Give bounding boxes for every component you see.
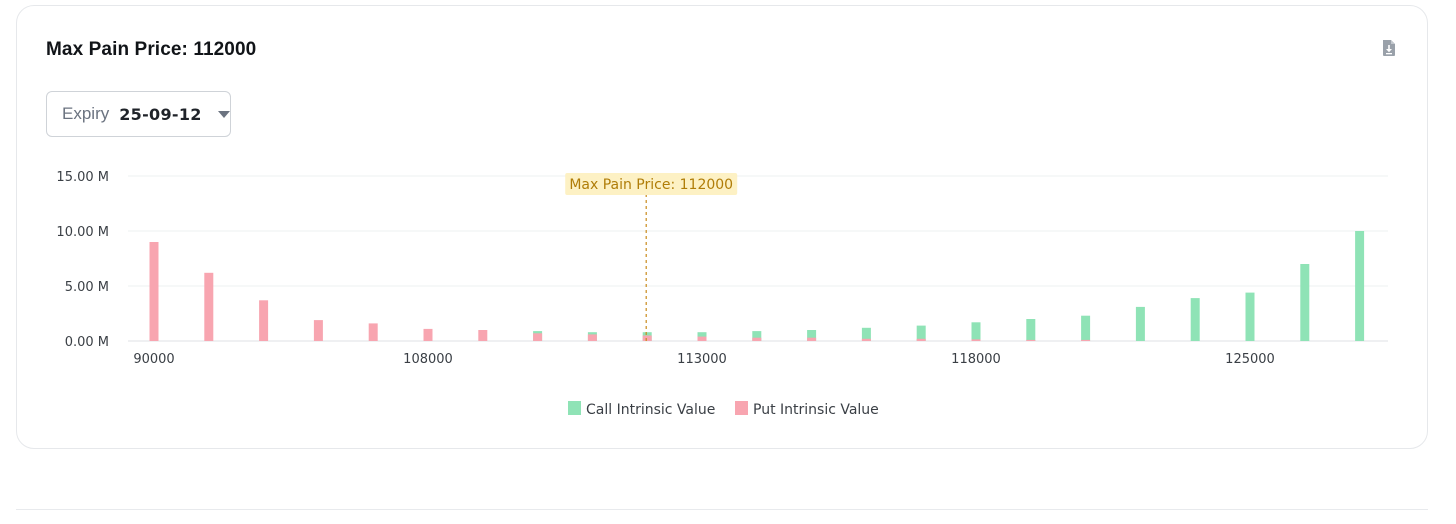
x-tick-label: 90000 <box>133 352 174 367</box>
max-pain-label-box <box>565 173 738 195</box>
put-bar <box>1026 339 1036 341</box>
put-bar <box>423 328 433 341</box>
put-bar <box>478 330 488 341</box>
put-bar <box>533 333 543 341</box>
put-bar <box>313 320 323 341</box>
call-bar <box>1245 292 1255 341</box>
put-bar <box>642 335 652 341</box>
put-bar <box>971 339 981 341</box>
call-bar <box>971 322 981 341</box>
call-bar <box>1081 315 1091 341</box>
download-file-icon[interactable] <box>1381 39 1397 57</box>
y-tick-label: 5.00 M <box>65 280 109 295</box>
put-bar <box>259 300 269 341</box>
legend-put-label: Put Intrinsic Value <box>753 402 879 418</box>
legend-call-swatch <box>568 401 581 415</box>
put-bar <box>587 334 597 341</box>
page-title: Max Pain Price: 112000 <box>46 39 257 60</box>
max-pain-chart: 0.00 M 5.00 M 10.00 M 15.00 M 90000 108000 113… <box>56 170 1388 418</box>
max-pain-label: Max Pain Price: 112000 <box>569 177 733 193</box>
x-tick-label: 108000 <box>403 352 453 367</box>
legend-call-label: Call Intrinsic Value <box>586 402 715 418</box>
call-bar <box>1355 231 1365 341</box>
legend-put-swatch <box>735 401 748 415</box>
call-bar <box>861 327 871 341</box>
put-bar <box>861 338 871 341</box>
y-tick-label: 10.00 M <box>56 225 109 240</box>
max-pain-card: Max Pain Price: 112000 Expiry 25-09-12 <box>16 5 1428 449</box>
expiry-label: Expiry <box>62 104 110 123</box>
call-bar <box>807 330 817 341</box>
call-bar <box>1135 306 1145 341</box>
call-bar <box>1190 298 1200 341</box>
call-bar <box>916 325 926 341</box>
put-bar <box>807 337 817 341</box>
put-bar <box>752 337 762 341</box>
caret-down-icon <box>217 110 230 118</box>
call-bar <box>1026 319 1036 341</box>
put-bar <box>149 242 159 341</box>
put-bar <box>1081 339 1091 341</box>
x-tick-label: 125000 <box>1225 352 1275 367</box>
x-tick-label: 113000 <box>677 352 727 367</box>
expiry-select[interactable]: Expiry 25-09-12 <box>46 91 231 137</box>
put-bar <box>368 323 378 341</box>
put-bar <box>916 338 926 341</box>
put-bar <box>204 272 214 341</box>
x-tick-label: 118000 <box>951 352 1001 367</box>
y-tick-label: 0.00 M <box>65 335 109 350</box>
divider <box>16 509 1428 510</box>
call-bar <box>1300 264 1310 341</box>
put-bar <box>697 336 707 341</box>
y-tick-label: 15.00 M <box>56 170 109 185</box>
expiry-value: 25-09-12 <box>119 104 202 124</box>
call-bar <box>752 331 762 341</box>
